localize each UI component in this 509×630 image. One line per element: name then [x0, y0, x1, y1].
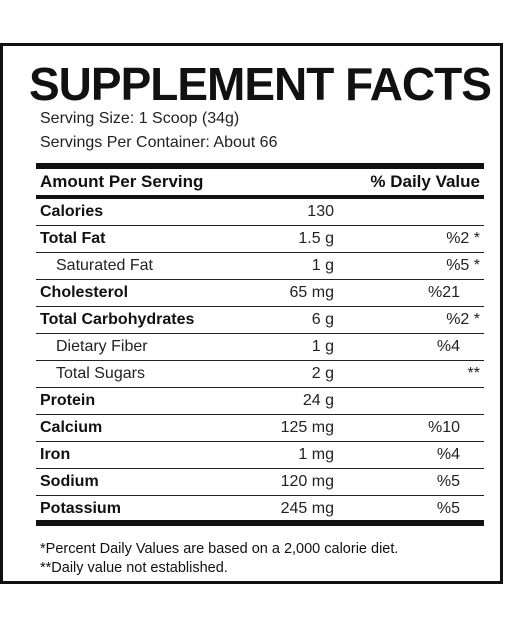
- nutrient-daily-value: %2 *: [446, 311, 480, 328]
- nutrient-amount: 130: [307, 203, 334, 220]
- nutrient-amount: 24 g: [302, 392, 334, 409]
- nutrient-daily-value: %5 *: [446, 257, 480, 274]
- nutrient-daily-value: %5: [436, 500, 460, 517]
- footnote-not-established: **Daily value not established.: [40, 560, 228, 576]
- nutrient-name: Calories: [40, 203, 104, 220]
- serving-size: Serving Size: 1 Scoop (34g): [40, 110, 240, 127]
- nutrient-amount: 65 mg: [289, 284, 334, 301]
- nutrient-name: Protein: [40, 392, 96, 409]
- header-amount-per-serving: Amount Per Serving: [40, 172, 204, 191]
- servings-per-container: Servings Per Container: About 66: [40, 134, 278, 151]
- nutrient-daily-value: %2 *: [446, 230, 480, 247]
- nutrient-name: Sodium: [40, 473, 99, 490]
- nutrient-amount: 245 mg: [280, 500, 334, 517]
- nutrient-amount: 6 g: [311, 311, 334, 328]
- table-row: Iron 1 mg %4: [36, 442, 484, 469]
- nutrient-name: Total Sugars: [56, 365, 145, 382]
- nutrient-name: Total Carbohydrates: [40, 311, 195, 328]
- nutrient-name: Iron: [40, 446, 71, 463]
- table-row: Saturated Fat 1 g %5 *: [36, 253, 484, 280]
- table-row: Protein 24 g: [36, 388, 484, 415]
- nutrient-amount: 1.5 g: [298, 230, 334, 247]
- table-row: Total Carbohydrates 6 g %2 *: [36, 307, 484, 334]
- footnote-daily-values: *Percent Daily Values are based on a 2,0…: [40, 541, 399, 557]
- nutrient-amount: 1 g: [311, 257, 334, 274]
- nutrient-amount: 125 mg: [280, 419, 334, 436]
- header-daily-value: % Daily Value: [370, 172, 480, 191]
- nutrient-amount: 120 mg: [280, 473, 334, 490]
- nutrient-name: Total Fat: [40, 230, 106, 247]
- nutrient-name: Saturated Fat: [56, 257, 153, 274]
- nutrient-name: Cholesterol: [40, 284, 129, 301]
- nutrient-table: Calories 130 Total Fat 1.5 g %2 * Satura…: [36, 199, 484, 523]
- supplement-facts-panel: SUPPLEMENT FACTS Serving Size: 1 Scoop (…: [0, 43, 503, 584]
- table-row: Calories 130: [36, 199, 484, 226]
- table-row: Total Fat 1.5 g %2 *: [36, 226, 484, 253]
- table-row: Cholesterol 65 mg %21: [36, 280, 484, 307]
- nutrient-daily-value: **: [467, 365, 480, 382]
- nutrient-name: Dietary Fiber: [56, 338, 148, 355]
- nutrient-amount: 2 g: [311, 365, 334, 382]
- nutrient-daily-value: %4: [436, 338, 460, 355]
- nutrient-daily-value: %10: [427, 419, 460, 436]
- table-row: Dietary Fiber 1 g %4: [36, 334, 484, 361]
- table-row: Sodium 120 mg %5: [36, 469, 484, 496]
- table-row: Total Sugars 2 g **: [36, 361, 484, 388]
- label-title: SUPPLEMENT FACTS: [29, 58, 492, 110]
- nutrient-amount: 1 g: [311, 338, 334, 355]
- table-header: Amount Per Serving % Daily Value: [40, 170, 480, 194]
- nutrient-daily-value: %4: [436, 446, 460, 463]
- nutrient-daily-value: %5: [436, 473, 460, 490]
- table-row: Potassium 245 mg %5: [36, 496, 484, 523]
- nutrient-name: Potassium: [40, 500, 121, 517]
- nutrient-name: Calcium: [40, 419, 103, 436]
- nutrient-amount: 1 mg: [298, 446, 334, 463]
- table-row: Calcium 125 mg %10: [36, 415, 484, 442]
- nutrient-daily-value: %21: [427, 284, 460, 301]
- divider-bottom: [36, 520, 484, 526]
- divider-top: [36, 163, 484, 169]
- divider-header: [36, 195, 484, 199]
